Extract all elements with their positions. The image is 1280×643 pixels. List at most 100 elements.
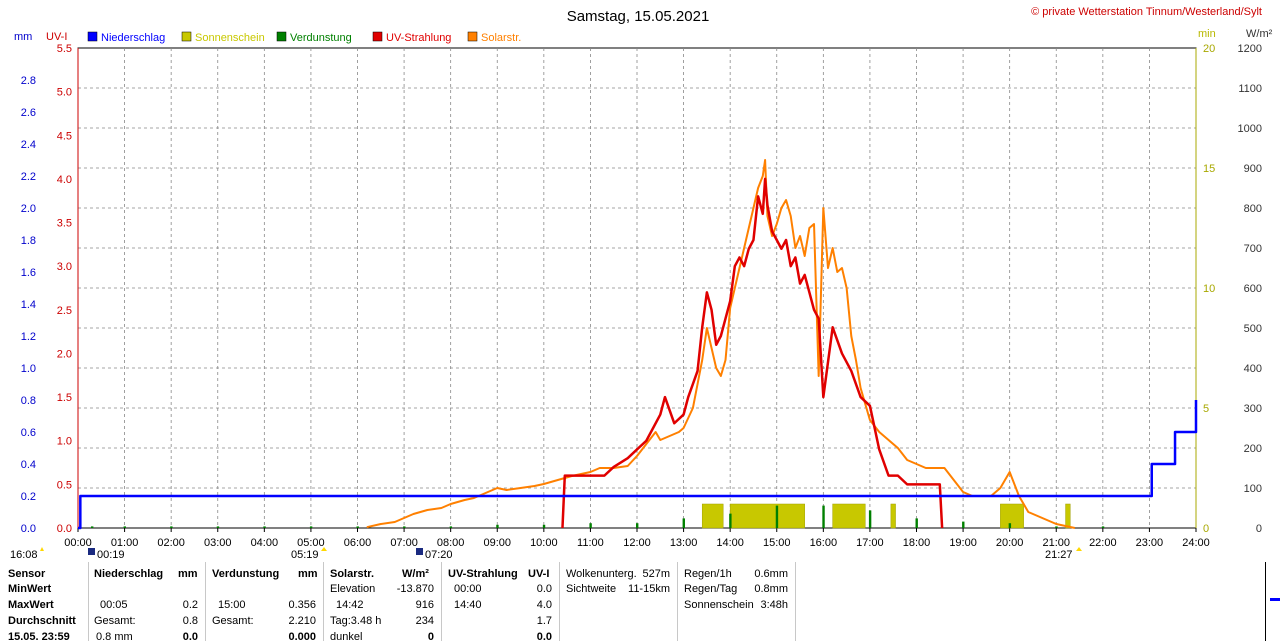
- stats-uv-min-time: 00:00: [454, 583, 482, 595]
- stats-row-date: 15.05. 23:59: [8, 631, 70, 643]
- x-tick-label: 09:00: [483, 537, 511, 549]
- wm2-tick-label: 600: [1244, 283, 1262, 295]
- legend-label: Niederschlag: [101, 32, 165, 44]
- evaporation-bar: [542, 524, 546, 528]
- evaporation-bar: [729, 513, 732, 528]
- stats-rain1h-label: Regen/1h: [684, 568, 732, 580]
- uv-tick-label: 0.5: [57, 479, 72, 491]
- x-tick-label: 01:00: [111, 537, 139, 549]
- copyright-text: © private Wetterstation Tinnum/Westerlan…: [1031, 6, 1262, 18]
- wm2-tick-label: 1200: [1238, 43, 1262, 55]
- stats-evap-max-time: 15:00: [218, 599, 246, 611]
- sunshine-block: [832, 503, 866, 529]
- wm2-tick-label: 900: [1244, 163, 1262, 175]
- min-tick-label: 20: [1203, 43, 1215, 55]
- sunrise-label: 05:19: [291, 549, 319, 561]
- evaporation-bar: [123, 526, 126, 528]
- stats-separator: [795, 562, 796, 641]
- x-tick-label: 17:00: [856, 537, 884, 549]
- chart-title: Samstag, 15.05.2021: [567, 8, 710, 25]
- wm2-tick-label: 800: [1244, 203, 1262, 215]
- rain-scroll-marker: [1270, 598, 1280, 601]
- uv-tick-label: 3.0: [57, 261, 72, 273]
- stats-uv-max-time: 14:40: [454, 599, 482, 611]
- sunset-label: 21:27: [1045, 549, 1073, 561]
- uv-tick-label: 2.0: [57, 348, 72, 360]
- wm2-tick-label: 0: [1256, 523, 1262, 535]
- x-tick-label: 10:00: [530, 537, 558, 549]
- legend-label: UV-Strahlung: [386, 32, 451, 44]
- stats-uv-column: UV-Strahlung UV-I 00:00 0.0 14:40 4.0 1.…: [448, 562, 556, 643]
- x-tick-label: 05:00: [297, 537, 325, 549]
- stats-separator: [677, 562, 678, 641]
- wm2-tick-label: 200: [1244, 443, 1262, 455]
- evaporation-bar: [1008, 523, 1012, 528]
- weather-chart: Samstag, 15.05.2021 © private Wetterstat…: [10, 6, 1273, 561]
- stats-solar-header: Solarstr.: [330, 568, 375, 580]
- evaporation-bar: [309, 526, 313, 528]
- stats-solar-elevation-label: Elevation: [330, 583, 376, 595]
- stats-rain1h: 0.6mm: [754, 568, 788, 580]
- wm2-tick-label: 1000: [1238, 123, 1262, 135]
- wm2-tick-label: 100: [1244, 483, 1262, 495]
- statistics-table: Sensor MinWert MaxWert Durchschnitt 15.0…: [0, 562, 1280, 643]
- x-tick-label: 15:00: [763, 537, 791, 549]
- evaporation-bar: [496, 524, 499, 528]
- mm-tick-label: 1.8: [21, 235, 36, 247]
- stats-solar-elevation: -13.870: [396, 583, 434, 595]
- mm-tick-label: 0.4: [21, 459, 36, 471]
- x-tick-label: 14:00: [716, 537, 744, 549]
- stats-solar-state: dunkel: [330, 631, 363, 643]
- uv-tick-label: 3.5: [57, 218, 72, 230]
- stats-uv-unit: UV-I: [528, 568, 550, 580]
- stats-separator: [205, 562, 206, 641]
- stats-row-min: MinWert: [8, 583, 52, 595]
- x-tick-label: 22:00: [1089, 537, 1117, 549]
- stats-rain-current: 0.8 mm: [96, 631, 133, 643]
- stats-rain-total: 0.8: [182, 615, 198, 627]
- mm-unit-label: mm: [14, 31, 32, 43]
- series-line-niederschlag: [78, 400, 1198, 530]
- uv-unit-label: UV-I: [46, 31, 67, 43]
- sunshine-block: [701, 503, 724, 529]
- moonset-icon: [416, 548, 423, 555]
- legend-label: Solarstr.: [481, 32, 521, 44]
- stats-rain-total-label: Gesamt:: [94, 615, 136, 627]
- stats-cloudbase-label: Wolkenunterg.: [566, 568, 637, 580]
- x-tick-label: 16:00: [810, 537, 838, 549]
- stats-evap-total-label: Gesamt:: [212, 615, 254, 627]
- x-tick-label: 07:00: [390, 537, 418, 549]
- uv-tick-label: 5.5: [57, 43, 72, 55]
- sunset-marker-icon: [1076, 547, 1082, 551]
- stats-solar-unit: W/m²: [402, 568, 429, 580]
- stats-sensor-column: Sensor MinWert MaxWert Durchschnitt 15.0…: [8, 562, 88, 643]
- stats-solar-last: 0: [427, 631, 434, 643]
- mm-tick-label: 1.6: [21, 267, 36, 279]
- moonrise-label: 16:08: [10, 549, 38, 561]
- uv-tick-label: 0.0: [57, 523, 72, 535]
- moonset-label: 07:20: [425, 549, 453, 561]
- stats-edge: [1265, 562, 1266, 641]
- stats-row-max: MaxWert: [8, 599, 54, 611]
- mm-tick-label: 0.8: [21, 395, 36, 407]
- astro-markers: 16:08 00:19 05:19 07:20 21:27: [10, 547, 1082, 561]
- uv-tick-label: 2.5: [57, 305, 72, 317]
- sunshine-series: [701, 503, 1071, 529]
- mm-tick-label: 0.6: [21, 427, 36, 439]
- evaporation-bar: [822, 505, 825, 528]
- mm-tick-label: 1.4: [21, 299, 36, 311]
- stats-evap-column: Verdunstung mm 15:00 0.356 Gesamt: 2.210…: [212, 562, 322, 643]
- series-line-uvstrahlung: [561, 177, 944, 529]
- evaporation-bar: [915, 518, 918, 528]
- stats-evap-unit: mm: [298, 568, 318, 580]
- stats-solar-column: Solarstr. W/m² Elevation -13.870 14:42 9…: [330, 562, 440, 643]
- grid: 00:00 01:00 02:00 03:00 04:00 05:00 06:00 07:00…: [64, 47, 1210, 549]
- legend-swatch: [372, 31, 383, 42]
- evaporation-bar: [682, 518, 685, 528]
- x-tick-label: 24:00: [1182, 537, 1210, 549]
- evaporation-bar: [449, 526, 453, 528]
- axes: 0.0 0.2 0.4 0.6 0.8 1.0 1.2 1.4 1.6 1.8 2.0 2.2 2.4 2…: [21, 43, 1262, 535]
- stats-rain-last: 0.0: [182, 631, 198, 643]
- min-tick-label: 15: [1203, 163, 1215, 175]
- uv-tick-label: 4.0: [57, 174, 72, 186]
